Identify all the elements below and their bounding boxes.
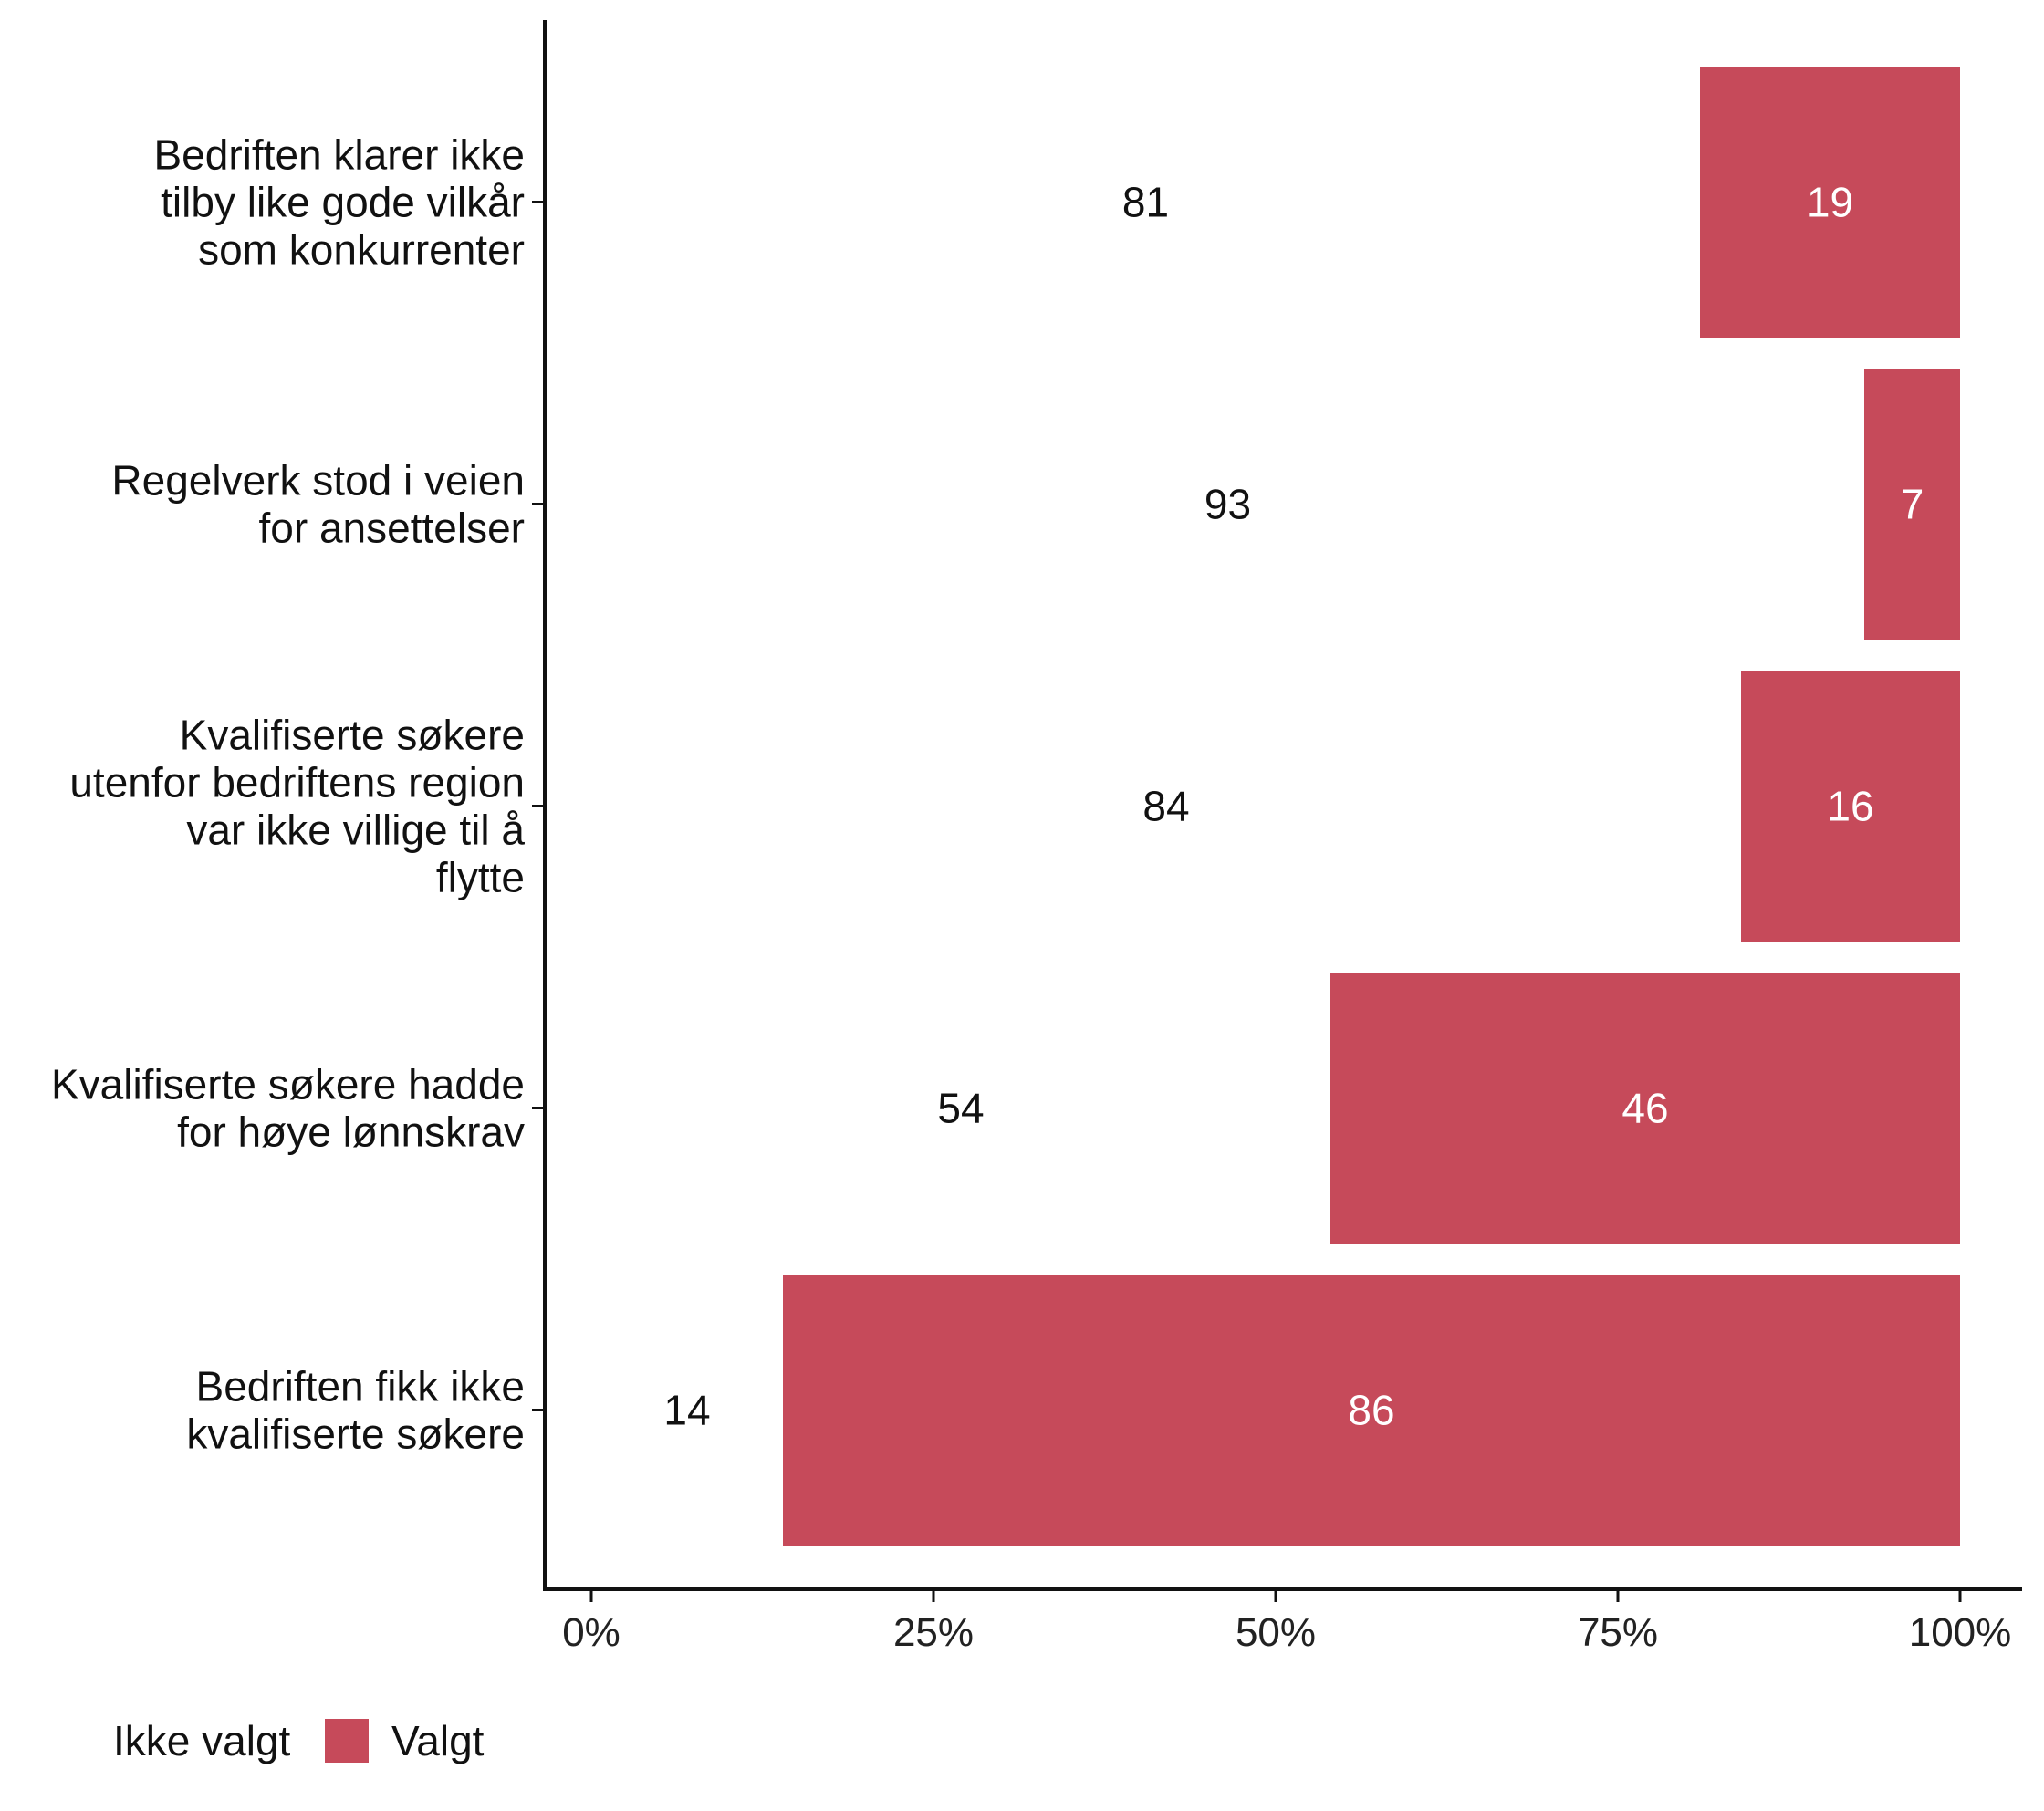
value-label-ikke-valgt: 93 xyxy=(1204,481,1251,528)
bar-valgt xyxy=(783,1275,1960,1546)
bar-valgt xyxy=(1864,369,1960,640)
category-label: Kvalifiserte søkere hadde xyxy=(51,1061,525,1108)
category-label: Regelverk stod i veien xyxy=(111,457,525,505)
bar-ikke-valgt xyxy=(591,67,1700,338)
category-label: utenfor bedriftens region xyxy=(69,759,525,807)
value-label-ikke-valgt: 81 xyxy=(1122,179,1169,226)
x-tick-label: 0% xyxy=(562,1610,620,1655)
bar-valgt xyxy=(1741,671,1960,942)
bar-ikke-valgt xyxy=(591,1275,783,1546)
category-label: for høye lønnskrav xyxy=(177,1108,525,1156)
value-label-valgt: 19 xyxy=(1807,179,1853,226)
category-label: flytte xyxy=(436,854,525,901)
bar-valgt xyxy=(1700,67,1960,338)
category-label: kvalifiserte søkere xyxy=(186,1410,525,1458)
bar-ikke-valgt xyxy=(591,671,1741,942)
value-label-ikke-valgt: 84 xyxy=(1142,783,1189,830)
legend-label-ikke-valgt: Ikke valgt xyxy=(113,1717,291,1764)
category-label: Bedriften fikk ikke xyxy=(196,1363,525,1410)
value-label-ikke-valgt: 54 xyxy=(937,1085,984,1132)
legend-swatch-valgt xyxy=(325,1719,369,1763)
bar-valgt xyxy=(1330,973,1960,1244)
value-label-valgt: 86 xyxy=(1348,1387,1394,1434)
value-label-valgt: 16 xyxy=(1827,783,1873,830)
x-tick-label: 75% xyxy=(1578,1610,1658,1655)
value-label-ikke-valgt: 14 xyxy=(663,1387,710,1434)
category-label: var ikke villige til å xyxy=(186,807,525,854)
bar-ikke-valgt xyxy=(591,973,1330,1244)
category-label: for ansettelser xyxy=(259,505,525,552)
value-label-valgt: 46 xyxy=(1622,1085,1668,1132)
category-label: som konkurrenter xyxy=(198,226,525,274)
category-label: tilby like gode vilkår xyxy=(161,179,525,226)
x-tick-label: 25% xyxy=(893,1610,974,1655)
category-label: Kvalifiserte søkere xyxy=(180,712,525,759)
value-label-valgt: 7 xyxy=(1901,481,1924,528)
legend-label-valgt: Valgt xyxy=(391,1717,485,1764)
x-tick-label: 100% xyxy=(1909,1610,2012,1655)
x-tick-label: 50% xyxy=(1236,1610,1316,1655)
bar-ikke-valgt xyxy=(591,369,1864,640)
category-label: Bedriften klarer ikke xyxy=(154,131,526,179)
